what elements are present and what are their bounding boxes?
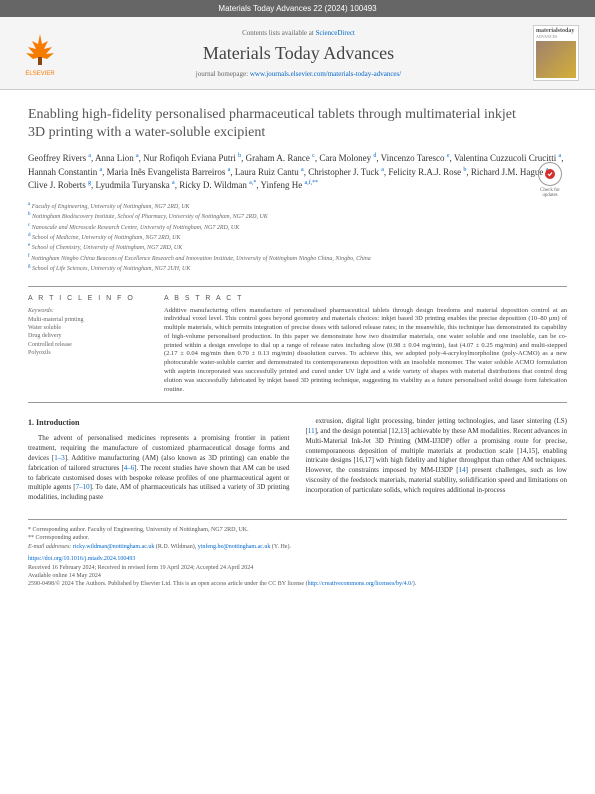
info-abstract-row: A R T I C L E I N F O Keywords: Multi-ma… [28,286,567,404]
elsevier-tree-icon [20,29,60,69]
affil-d: School of Medicine, University of Nottin… [32,235,180,241]
journal-cover[interactable]: materialstoday ADVANCES [533,25,579,81]
section-title-text: Introduction [36,418,79,427]
authors-list: Geoffrey Rivers a, Anna Lion a, Nur Rofi… [28,152,567,193]
copyright-text: 2590-0498/© 2024 The Authors. Published … [28,581,308,587]
section-1-title: 1. Introduction [28,417,290,428]
section-num: 1. [28,418,34,427]
elsevier-logo[interactable]: ELSEVIER [16,25,64,81]
citation-bar: Materials Today Advances 22 (2024) 10049… [0,0,595,17]
affil-g: School of Life Sciences, University of N… [32,266,190,272]
check-updates-icon [538,162,562,186]
abstract-text: Additive manufacturing offers manufactur… [164,307,567,395]
sciencedirect-link[interactable]: ScienceDirect [316,29,355,37]
abstract: A B S T R A C T Additive manufacturing o… [164,295,567,395]
available-line: Available online 14 May 2024 [28,572,567,580]
cover-sub: ADVANCES [536,34,576,39]
abstract-heading: A B S T R A C T [164,295,567,302]
check-updates-badge[interactable]: Check for updates [533,162,567,198]
article-info-heading: A R T I C L E I N F O [28,295,148,302]
contents-line: Contents lists available at ScienceDirec… [64,29,533,37]
doi-line: https://doi.org/10.1016/j.mtadv.2024.100… [28,555,567,563]
doi-link[interactable]: https://doi.org/10.1016/j.mtadv.2024.100… [28,556,135,562]
corresponding-2: ** Corresponding author. [28,534,567,542]
column-right: extrusion, digital light processing, bin… [306,417,568,503]
column-left: 1. Introduction The advent of personalis… [28,417,290,503]
affil-f: Nottingham Ningbo China Beacons of Excel… [31,256,371,262]
email-1-name: (R.D. Wildman), [154,544,197,550]
emails-line: E-mail addresses: ricky.wildman@nottingh… [28,543,567,551]
affil-b: Nottingham Biodiscovery Institute, Schoo… [32,214,268,220]
affil-a: Faculty of Engineering, University of No… [32,204,190,210]
body-columns: 1. Introduction The advent of personalis… [28,417,567,503]
email-2-name: (Y. He). [270,544,291,550]
affiliations: a Faculty of Engineering, University of … [28,201,567,274]
footer: * Corresponding author. Faculty of Engin… [28,519,567,589]
emails-label: E-mail addresses: [28,544,73,550]
corresponding-1: * Corresponding author. Faculty of Engin… [28,526,567,534]
received-line: Received 16 February 2024; Received in r… [28,564,567,572]
homepage-line: journal homepage: www.journals.elsevier.… [64,70,533,78]
article-info: A R T I C L E I N F O Keywords: Multi-ma… [28,295,148,395]
elsevier-text: ELSEVIER [25,71,54,77]
homepage-link[interactable]: www.journals.elsevier.com/materials-toda… [250,70,401,78]
affil-c: Nanoscale and Microscale Research Centre… [32,225,239,231]
email-2[interactable]: yinfeng.he@nottingham.ac.uk [198,544,271,550]
article-title: Enabling high-fidelity personalised phar… [28,106,567,142]
keywords-list: Multi-material printingWater solubleDrug… [28,316,148,358]
copyright-line: 2590-0498/© 2024 The Authors. Published … [28,580,567,588]
journal-title: Materials Today Advances [64,43,533,64]
email-1[interactable]: ricky.wildman@nottingham.ac.uk [73,544,155,550]
body-para-1: The advent of personalised medicines rep… [28,434,290,503]
main-content: Check for updates Enabling high-fidelity… [0,90,595,605]
cc-link[interactable]: http://creativecommons.org/licenses/by/4… [308,581,413,587]
homepage-prefix: journal homepage: [196,70,250,78]
copyright-end: ). [413,581,417,587]
contents-prefix: Contents lists available at [242,29,316,37]
body-para-2: extrusion, digital light processing, bin… [306,417,568,495]
banner-center: Contents lists available at ScienceDirec… [64,29,533,78]
keywords-label: Keywords: [28,308,148,314]
journal-banner: ELSEVIER Contents lists available at Sci… [0,17,595,90]
check-updates-label: Check for updates [540,188,560,198]
affil-e: School of Chemistry, University of Notti… [32,245,183,251]
cover-image [536,41,576,78]
